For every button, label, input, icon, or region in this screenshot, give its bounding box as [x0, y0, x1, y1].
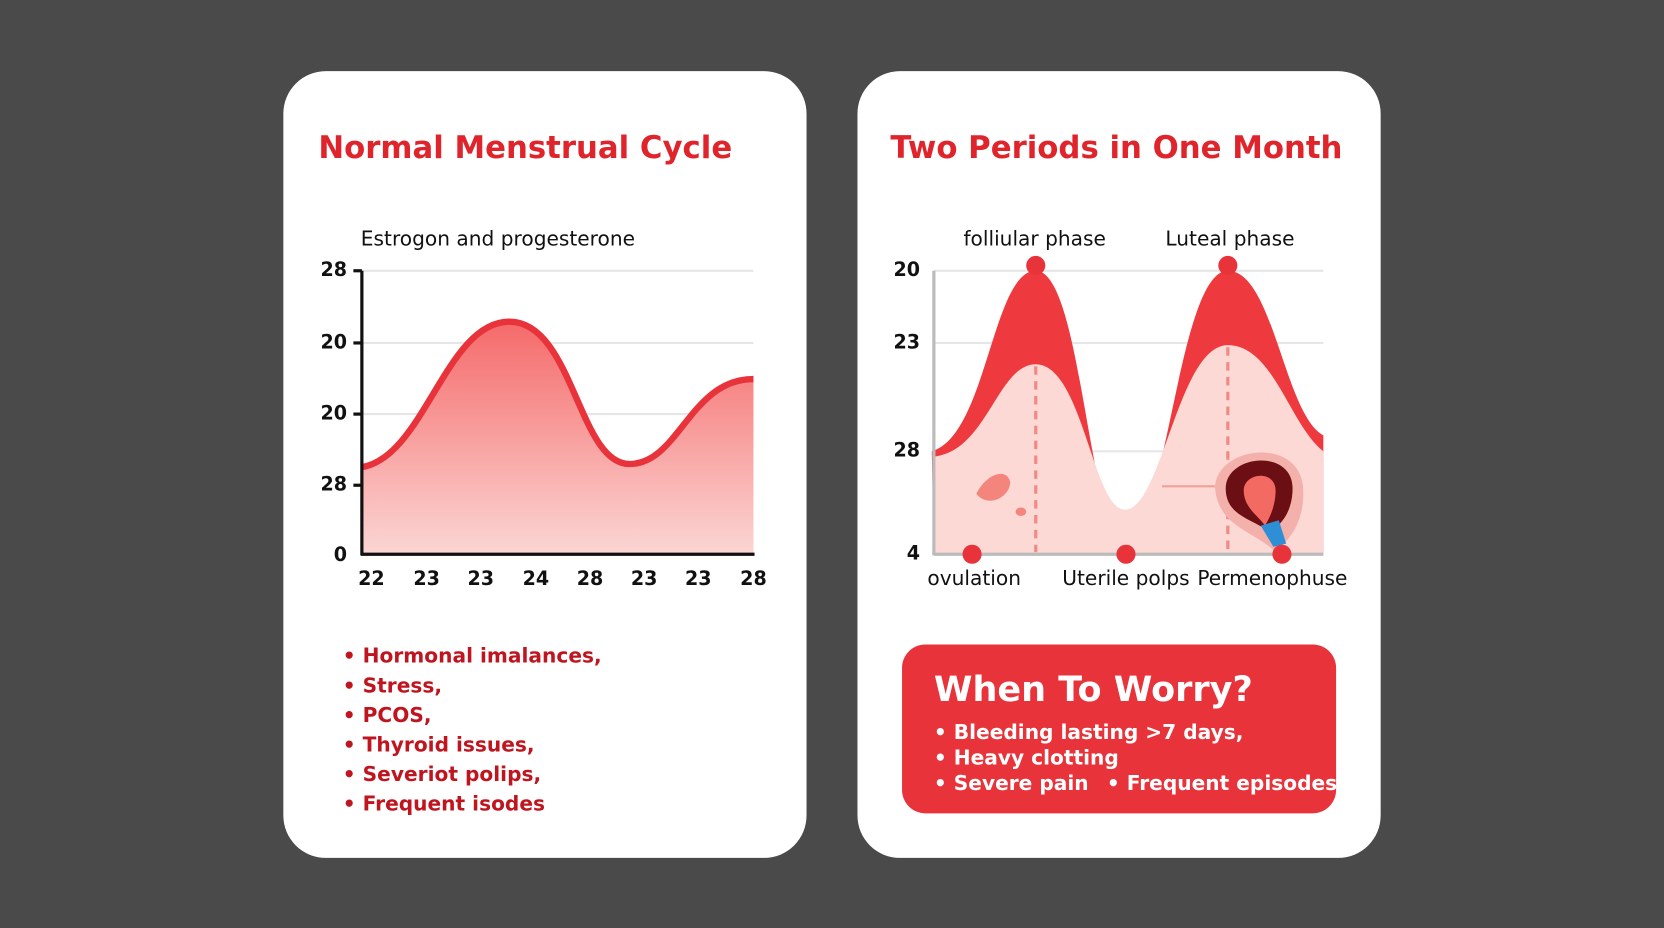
bullet: • Frequent isodes: [343, 791, 545, 815]
phase-lines: [1034, 347, 1230, 553]
y-label: 20: [320, 330, 347, 353]
point-label: Permenophuse: [1197, 566, 1347, 590]
x-label: 23: [631, 567, 658, 590]
x-label: 23: [467, 567, 494, 590]
x-label: 23: [413, 567, 440, 590]
bullet: • Hormonal imalances,: [343, 644, 602, 668]
x-label: 28: [740, 567, 767, 590]
card-title: Normal Menstrual Cycle: [318, 130, 732, 166]
worry-item: • Heavy clotting: [934, 746, 1119, 770]
bullet: • Thyroid issues,: [343, 732, 535, 756]
axes: [353, 269, 755, 556]
point-label: ovulation: [927, 566, 1021, 590]
bullet: • Stress,: [343, 673, 442, 697]
x-label: 24: [523, 567, 550, 590]
worry-box: [902, 644, 1337, 814]
phase-label: folliular phase: [963, 226, 1105, 250]
y-label: 4: [907, 542, 920, 565]
y-label: 28: [320, 258, 347, 281]
phase-label: Luteal phase: [1165, 226, 1294, 250]
card-title: Two Periods in One Month: [890, 130, 1342, 166]
y-label: 28: [894, 439, 921, 462]
y-label: 0: [334, 543, 347, 566]
y-label: 20: [894, 258, 921, 281]
y-label: 20: [320, 402, 347, 425]
markers: [962, 255, 1292, 564]
chart-label: Estrogon and progesterone: [361, 226, 635, 250]
y-label: 28: [320, 473, 347, 496]
worry-item: • Severe pain: [934, 771, 1089, 795]
worry-item: • Bleeding lasting >7 days,: [934, 720, 1244, 744]
worry-title: When To Worry?: [934, 669, 1253, 710]
point-label: Uterile polps: [1062, 566, 1189, 590]
curve: [361, 318, 754, 471]
x-label: 23: [685, 567, 712, 590]
x-label: 22: [358, 567, 385, 590]
bullet: • PCOS,: [343, 703, 432, 727]
blob: [1015, 507, 1027, 517]
bullet: • Severiot polips,: [343, 762, 541, 786]
worry-item: • Frequent episodes.: [1107, 771, 1345, 795]
blob: [976, 473, 1011, 501]
uterus-icon: [1215, 452, 1304, 551]
area: [361, 321, 754, 555]
y-label: 23: [894, 330, 921, 353]
x-label: 28: [577, 567, 604, 590]
